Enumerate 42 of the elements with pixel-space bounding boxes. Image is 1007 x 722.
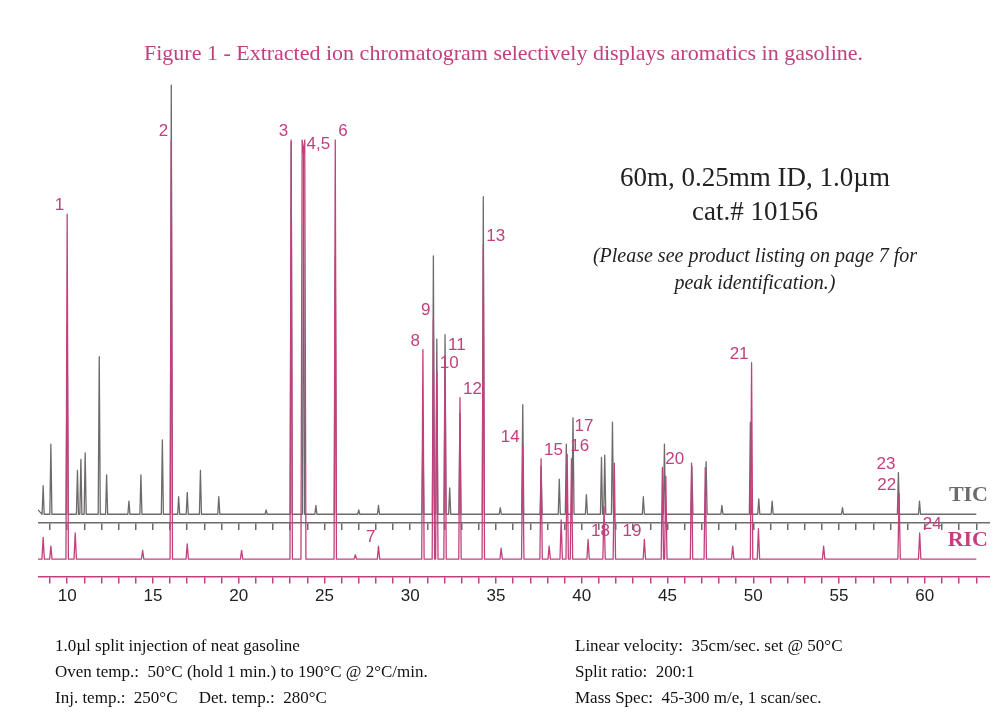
annotation: 13 bbox=[486, 225, 506, 245]
annotation: 3 bbox=[278, 121, 289, 141]
text: Oven temp.: 50°C (hold 1 min.) to 190°C @ 2°C/min. bbox=[55, 662, 428, 682]
x-tick-label: 60 bbox=[915, 586, 935, 606]
chart-title: Figure 1 - Extracted ion chromatogram selectively displays aromatics in gasoline. bbox=[142, 40, 865, 66]
annotation: 7 bbox=[366, 527, 376, 547]
annotation: 15 bbox=[544, 439, 564, 459]
annotation: 23 bbox=[876, 453, 896, 473]
annotation: 14 bbox=[500, 426, 520, 446]
annotation: 17 bbox=[574, 415, 594, 435]
x-tick-label: 35 bbox=[486, 586, 506, 606]
annotation: (Please see product listing on page 7 for peak identification.) bbox=[591, 243, 919, 296]
x-tick-label: 30 bbox=[400, 586, 420, 606]
annotation: 8 bbox=[410, 330, 420, 350]
annotation: 19 bbox=[622, 520, 642, 540]
annotation: 4,5 bbox=[306, 134, 331, 154]
x-tick-label: 45 bbox=[658, 586, 677, 606]
annotation: 11 bbox=[448, 335, 466, 355]
text: Inj. temp.: 250°C Det. temp.: 280°C bbox=[55, 688, 327, 708]
x-tick-label: 20 bbox=[229, 586, 249, 606]
annotation: 20 bbox=[665, 448, 685, 468]
annotation: 22 bbox=[877, 474, 897, 494]
annotation: cat.# 10156 bbox=[691, 195, 819, 228]
annotation: 21 bbox=[729, 343, 749, 363]
x-tick-label: 10 bbox=[57, 586, 77, 606]
text: Mass Spec: 45-300 m/e, 1 scan/sec. bbox=[575, 688, 822, 708]
annotation: 9 bbox=[420, 300, 431, 320]
annotation: 1 bbox=[54, 195, 65, 215]
x-tick-label: 55 bbox=[829, 586, 849, 606]
x-tick-label: 15 bbox=[143, 586, 163, 606]
annotation: 60m, 0.25mm ID, 1.0µm bbox=[619, 161, 891, 194]
series-label: RIC bbox=[947, 525, 988, 551]
text: Split ratio: 200:1 bbox=[575, 662, 695, 682]
series-label: TIC bbox=[948, 480, 988, 506]
text: Linear velocity: 35cm/sec. set @ 50°C bbox=[575, 636, 843, 656]
text: 1.0µl split injection of neat gasoline bbox=[55, 636, 300, 656]
annotation: 12 bbox=[462, 378, 482, 398]
x-tick-label: 50 bbox=[743, 586, 763, 606]
x-tick-label: 40 bbox=[572, 586, 592, 606]
annotation: 6 bbox=[338, 121, 348, 141]
x-tick-label: 25 bbox=[315, 586, 334, 606]
annotation: 2 bbox=[158, 121, 169, 141]
